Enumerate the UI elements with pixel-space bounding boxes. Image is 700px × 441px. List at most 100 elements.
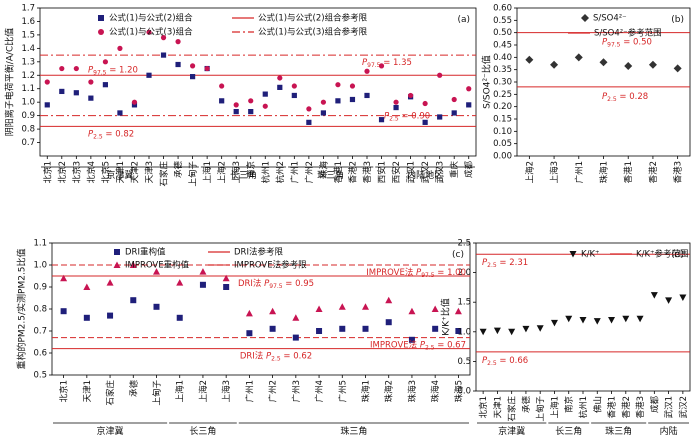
panel-b-category-label: 上海2	[524, 161, 535, 183]
panel-a-point	[349, 83, 356, 89]
panel-c-category-label: 上海3	[221, 380, 232, 402]
panel-a-point	[175, 61, 181, 68]
panel-d-label: (d)	[671, 250, 684, 260]
panel-a-category-label: 广州2	[304, 161, 315, 183]
legend-c-series1: DRI重构值	[125, 247, 166, 258]
panel-c-point	[362, 303, 369, 310]
panel-d-group-label: 长三角	[555, 425, 582, 437]
panel-c-ytick-label: 0.5	[33, 371, 47, 381]
panel-b-category-label: 香港2	[648, 161, 659, 183]
panel-c-group-label: 珠三角	[340, 425, 367, 437]
panel-c-category-label: 上甸子	[152, 380, 163, 406]
panel-c-category-label: 上海2	[198, 380, 209, 402]
panel-a-label: (a)	[457, 15, 470, 25]
legend-a-series1-swatch	[98, 15, 104, 21]
panel-d-point	[579, 316, 587, 324]
panel-a-ref-label: P2.5 = 0.82	[88, 129, 134, 140]
panel-b-category-label: 广州1	[574, 161, 585, 183]
panel-b-ytick-label: 0.25	[493, 90, 512, 100]
panel-d-group-label: 珠三角	[605, 425, 632, 437]
panel-c-point	[199, 281, 206, 288]
panel-a-point	[117, 110, 123, 116]
panel-d-category-label: 武汉2	[678, 396, 689, 418]
panel-d-category-label: 上甸子	[535, 396, 546, 422]
panel-a-ytick-label: 1.7	[21, 4, 35, 14]
panel-c-point	[316, 328, 323, 334]
panel-c-point	[455, 328, 462, 334]
legend-a-series2-swatch	[98, 29, 104, 35]
panel-c-point	[292, 334, 299, 341]
panel-c-point	[153, 303, 160, 310]
panel-a-point	[190, 74, 196, 80]
legend-b-ref1: S/SO4²⁻参考范围	[594, 28, 662, 39]
legend-b-series1: S/SO4²⁻	[593, 14, 627, 24]
panel-a-point	[466, 102, 472, 108]
panel-a-point	[219, 98, 225, 104]
panel-d-ytick-label: 1.5	[457, 298, 471, 308]
panel-d-point	[679, 294, 687, 301]
panel-d-ytick-label: 1.0	[457, 327, 471, 337]
panel-a-category-label: 武汉1	[406, 161, 417, 183]
panel-c-point	[269, 325, 276, 332]
panel-c-ytick-label: 0.8	[33, 305, 47, 315]
panel-d-ytick-label: 0.0	[457, 387, 471, 397]
panel-d-point	[593, 318, 601, 325]
panel-d-category-label: 杭州1	[578, 396, 589, 418]
panel-a-point	[102, 59, 108, 65]
panel-c-category-label: 珠海1	[361, 380, 372, 402]
panel-d-ytick-label: 2.5	[457, 239, 471, 249]
panel-a-point	[233, 109, 239, 115]
panel-d-group-label: 京津冀	[498, 425, 525, 437]
panel-a-point	[320, 99, 326, 105]
panel-c-point	[60, 308, 67, 315]
panel-b-ytick-label: 0.05	[493, 139, 512, 149]
panel-c-point	[130, 297, 137, 304]
panel-a-group-label: 长三角	[230, 169, 257, 181]
panel-a-category-label: 武汉3	[435, 161, 446, 183]
panel-d-ytick-label: 0.5	[457, 357, 471, 367]
panel-c-point	[385, 319, 392, 326]
panel-a-ylabel: 阴阳离子电荷平衡/A/C比值	[4, 28, 16, 137]
panel-c-point	[362, 325, 369, 332]
panel-d-category-label: 天津1	[492, 396, 503, 418]
panel-c-ytick-label: 1.1	[33, 239, 47, 249]
panel-a-point	[349, 96, 356, 103]
panel-a-ytick-label: 1.5	[21, 30, 35, 40]
panel-a-point	[219, 83, 225, 89]
panel-c-point	[315, 305, 323, 312]
legend-a-series2: 公式(1)与公式(3)组合	[109, 27, 193, 38]
panel-c-category-label: 北京1	[59, 380, 70, 402]
panel-b-point	[648, 60, 657, 69]
panel-a-category-label: 天津2	[129, 161, 140, 183]
panel-c-point	[106, 279, 114, 286]
panel-b-point	[599, 58, 608, 67]
panel-d-point	[622, 315, 630, 323]
panel-c-point	[176, 314, 183, 321]
panel-c-point	[408, 307, 416, 315]
panel-a-point	[248, 109, 254, 115]
panel-a-point	[277, 84, 283, 90]
panel-a-point	[291, 92, 297, 99]
panel-b-category-label: 珠海1	[599, 161, 610, 183]
panel-d-point	[665, 297, 673, 304]
panel-c-category-label: 广州3	[291, 380, 302, 402]
panel-a-category-label: 上甸子	[188, 161, 199, 187]
panel-a-category-label: 北京4	[86, 161, 97, 183]
panel-c-ytick-label: 0.7	[33, 327, 47, 337]
panel-c-category-label: 珠海3	[407, 380, 418, 402]
panel-b-point	[525, 55, 534, 64]
legend-a-ref1: 公式(1)与公式(2)组合参考限	[258, 13, 368, 24]
panel-c-ref-label: DRI法 P2.5 = 0.62	[240, 351, 312, 363]
panel-d-group-label: 内陆	[660, 425, 678, 437]
panel-c-point	[385, 296, 393, 304]
panel-d-category-label: 上海1	[549, 396, 560, 418]
panel-d-category-label: 承德	[521, 396, 532, 414]
panel-a-category-label: 广州1	[289, 161, 300, 183]
panel-a-group-label: 珠三角	[317, 169, 344, 181]
panel-a-point	[378, 117, 385, 123]
panel-d-category-label: 佛山	[592, 396, 603, 413]
panel-a-ref-label: P97.5 = 1.35	[362, 58, 412, 69]
panel-b-ytick-label: 0.15	[493, 115, 512, 125]
legend-b-series1-swatch	[581, 14, 589, 22]
panel-d-category-label: 成都	[649, 396, 660, 414]
